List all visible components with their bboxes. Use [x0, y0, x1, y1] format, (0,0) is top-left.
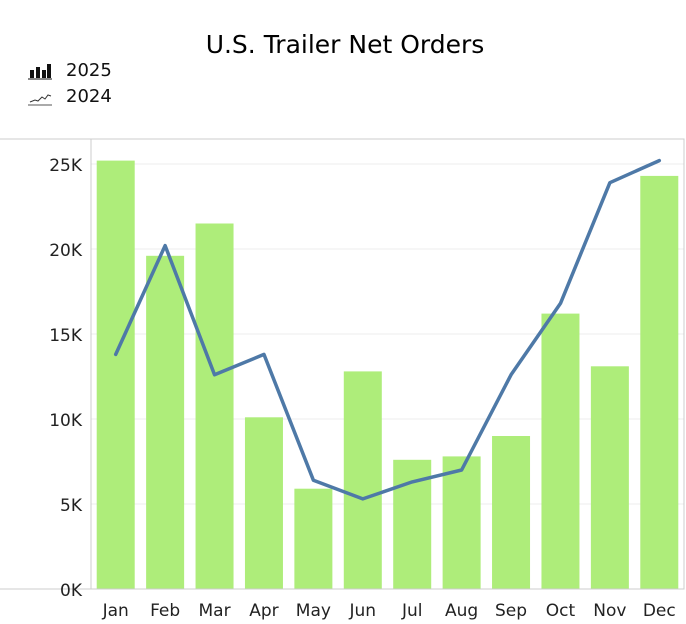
line-chart-icon	[28, 93, 52, 105]
legend-label: 2024	[66, 86, 112, 107]
legend-label: 2025	[66, 60, 112, 81]
x-tick-label: Jan	[102, 601, 129, 621]
x-tick-label: Dec	[643, 601, 676, 621]
x-tick-label: Aug	[445, 601, 478, 621]
x-tick-label: Jul	[401, 601, 423, 621]
y-tick-label: 15K	[49, 326, 83, 346]
y-tick-label: 20K	[49, 241, 83, 261]
bar-mar	[195, 223, 234, 589]
x-tick-label: Apr	[249, 601, 278, 621]
x-tick-label: May	[296, 601, 331, 621]
chart-title: U.S. Trailer Net Orders	[206, 30, 485, 59]
x-tick-label: Mar	[199, 601, 231, 621]
x-tick-label: Nov	[593, 601, 626, 621]
bar-chart-icon	[28, 63, 52, 79]
y-tick-label: 5K	[60, 496, 83, 516]
legend-item-2025: 2025	[28, 60, 112, 81]
x-tick-label: Sep	[495, 601, 527, 621]
bar-oct	[541, 313, 580, 589]
bar-jun	[343, 371, 382, 589]
bar-nov	[590, 366, 629, 589]
x-tick-label: Oct	[546, 601, 576, 621]
bar-aug	[442, 456, 481, 589]
y-tick-label: 0K	[60, 581, 83, 601]
y-tick-label: 25K	[49, 156, 83, 176]
line-2024	[113, 158, 662, 501]
legend-item-2024: 2024	[28, 86, 112, 107]
x-tick-label: Feb	[150, 601, 180, 621]
bar-feb	[146, 255, 185, 590]
bar-may	[294, 488, 333, 589]
bar-jan	[96, 160, 135, 589]
bar-dec	[640, 175, 679, 589]
bar-apr	[244, 417, 283, 589]
plot-frame	[90, 138, 685, 590]
bar-sep	[492, 436, 531, 589]
y-tick-label: 10K	[49, 411, 83, 431]
x-tick-label: Jun	[349, 601, 377, 621]
